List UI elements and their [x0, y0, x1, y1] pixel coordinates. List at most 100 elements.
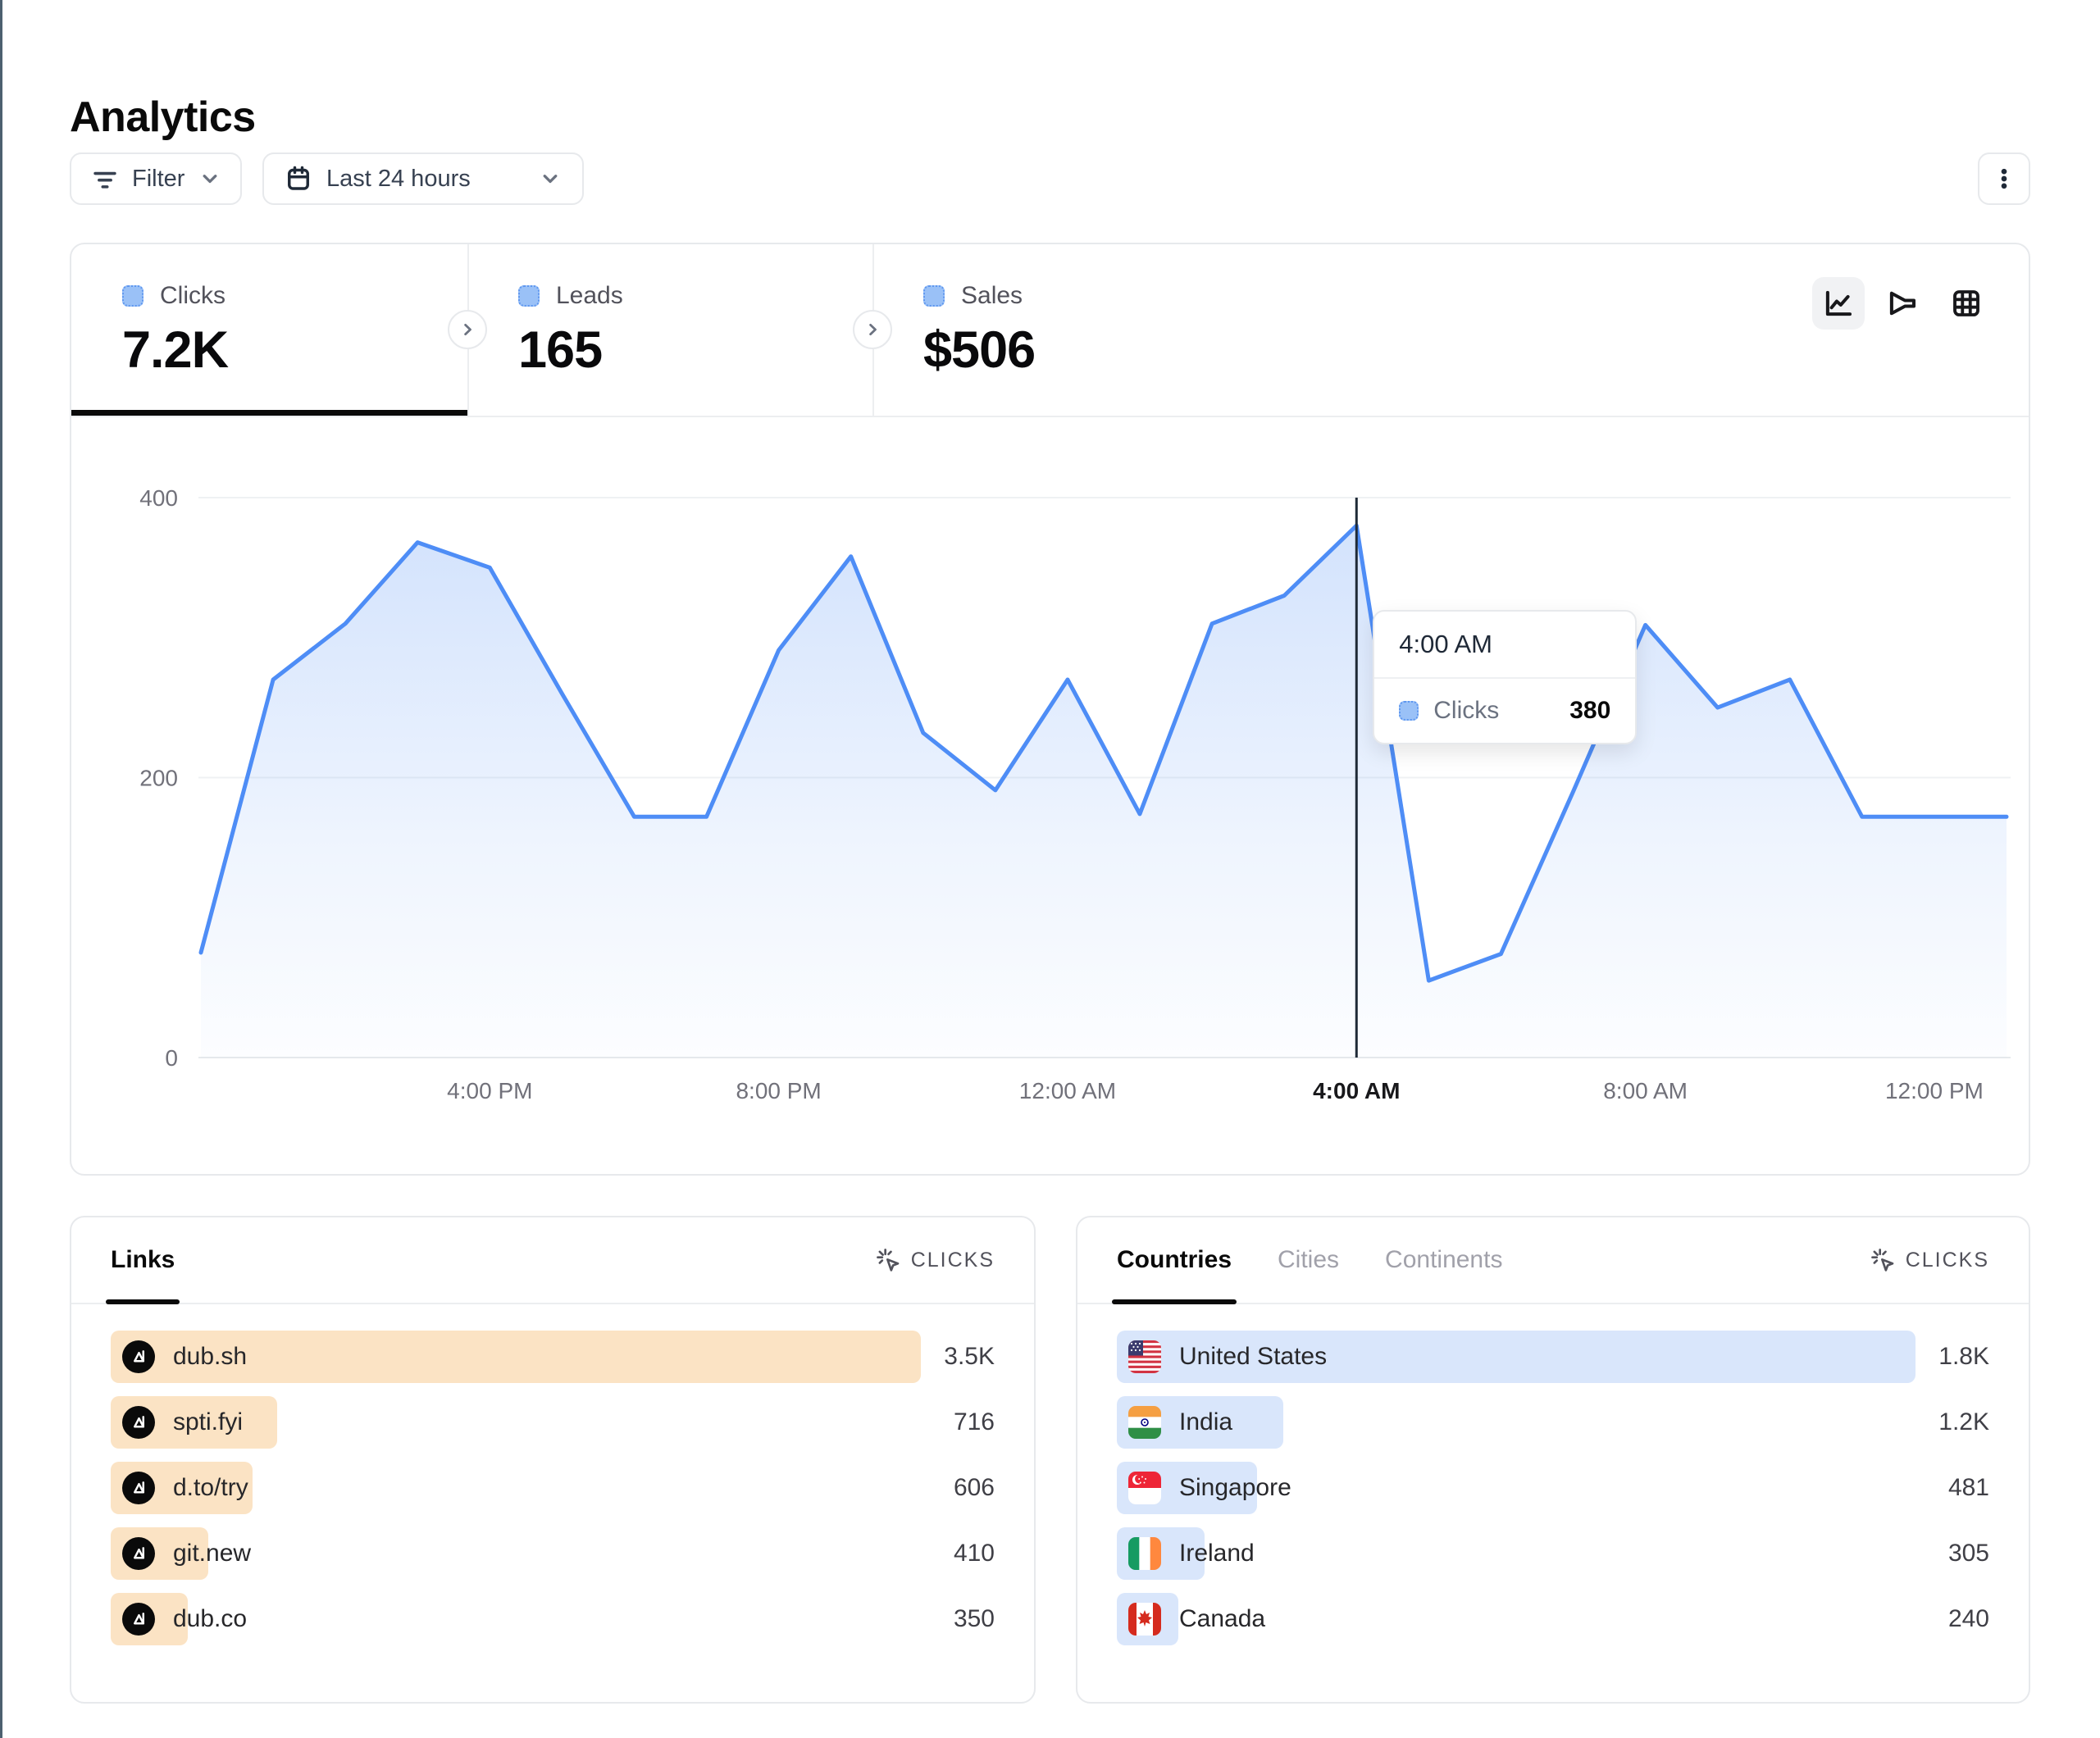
row-label: dub.sh — [173, 1343, 248, 1370]
link-row[interactable]: dub.sh 3.5K — [111, 1331, 995, 1383]
tab-countries[interactable]: Countries — [1111, 1217, 1237, 1304]
country-row[interactable]: Ireland 305 — [1117, 1527, 1989, 1580]
legend-square-icon — [923, 285, 945, 307]
row-label: Canada — [1179, 1605, 1266, 1632]
dub-logo-icon — [122, 1472, 155, 1504]
clicks-legend-swatch — [1399, 701, 1419, 721]
row-label: Singapore — [1179, 1474, 1291, 1501]
row-value: 410 — [953, 1540, 995, 1567]
active-tab-underline — [71, 410, 467, 416]
x-axis-tick: 4:00 AM — [1313, 1078, 1400, 1103]
countries-list: United States 1.8K India 1.2K Singapore 481 Ir… — [1077, 1304, 2029, 1645]
stat-tab-clicks[interactable]: Clicks 7.2K — [71, 244, 467, 416]
stat-tabs-row: Clicks 7.2K Leads 165 Sales $506 — [71, 244, 2029, 417]
link-row[interactable]: dub.co 350 — [111, 1593, 995, 1645]
chevron-right-icon — [861, 318, 884, 341]
cursor-click-icon — [1870, 1247, 1896, 1273]
row-content: dub.co — [111, 1603, 247, 1636]
stat-tab-leads[interactable]: Leads 165 — [467, 244, 872, 414]
ca-flag-icon — [1128, 1603, 1161, 1636]
y-axis-tick: 200 — [139, 766, 178, 791]
country-row[interactable]: Canada 240 — [1117, 1593, 1989, 1645]
funnel-view-button[interactable] — [1876, 277, 1929, 330]
y-axis-tick: 400 — [139, 485, 178, 511]
row-content: Ireland — [1117, 1537, 1255, 1570]
links-list: dub.sh 3.5K spti.fyi 716 d.to/try 606 git.new 4… — [71, 1304, 1034, 1645]
tab-label: Cities — [1278, 1246, 1340, 1273]
row-value: 240 — [1947, 1605, 1989, 1632]
link-row[interactable]: git.new 410 — [111, 1527, 995, 1580]
value-bar — [111, 1331, 921, 1383]
table-view-button[interactable] — [1940, 277, 1993, 330]
tooltip-series-label: Clicks — [1433, 697, 1500, 724]
tab-label: Continents — [1385, 1246, 1503, 1273]
more-options-button[interactable] — [1978, 152, 2030, 205]
ie-flag-icon — [1128, 1537, 1161, 1570]
links-panel-header: Links CLICKS — [71, 1217, 1034, 1304]
row-value: 716 — [953, 1408, 995, 1435]
country-row[interactable]: United States 1.8K — [1117, 1331, 1989, 1383]
row-value: 606 — [953, 1474, 995, 1501]
countries-metric[interactable]: CLICKS — [1870, 1217, 1989, 1303]
row-label: git.new — [173, 1540, 252, 1567]
y-axis-tick: 0 — [165, 1045, 178, 1071]
tooltip-time: 4:00 AM — [1374, 612, 1636, 679]
tab-label: Countries — [1117, 1246, 1232, 1273]
tab-cities[interactable]: Cities — [1278, 1217, 1339, 1303]
stat-label: Sales — [961, 282, 1023, 309]
row-label: Ireland — [1179, 1540, 1255, 1567]
tab-links[interactable]: Links — [105, 1217, 180, 1304]
dub-logo-icon — [122, 1340, 155, 1373]
chart-tooltip: 4:00 AM Clicks 380 — [1373, 610, 1638, 744]
expand-stat-button[interactable] — [853, 310, 892, 349]
chart-view-switcher — [1812, 277, 1993, 330]
analytics-chart-card: Clicks 7.2K Leads 165 Sales $506 — [70, 243, 2030, 1176]
date-range-label: Last 24 hours — [326, 165, 471, 192]
date-range-button[interactable]: Last 24 hours — [262, 152, 584, 205]
row-label: India — [1179, 1408, 1233, 1435]
clicks-line — [198, 523, 2009, 983]
row-value: 3.5K — [944, 1343, 995, 1370]
row-content: spti.fyi — [111, 1406, 243, 1439]
window-edge — [0, 0, 2, 1738]
cursor-click-icon — [875, 1247, 901, 1273]
row-label: dub.co — [173, 1605, 248, 1632]
tooltip-value: 380 — [1569, 697, 1611, 724]
stat-value: 165 — [518, 321, 603, 379]
row-value: 481 — [1947, 1474, 1989, 1501]
page-title: Analytics — [70, 93, 256, 141]
table-grid-icon — [1949, 286, 1984, 321]
country-row[interactable]: India 1.2K — [1117, 1396, 1989, 1449]
filter-icon — [91, 165, 119, 193]
clicks-chart[interactable]: 0 200 400 4:00 PM 8:00 PM 12:00 AM 4:00 AM 8:00… — [88, 461, 2015, 1149]
dub-logo-icon — [122, 1603, 155, 1636]
x-axis-tick: 4:00 PM — [447, 1078, 532, 1103]
links-metric[interactable]: CLICKS — [875, 1217, 995, 1303]
x-axis-tick: 12:00 AM — [1019, 1078, 1116, 1103]
row-content: git.new — [111, 1537, 251, 1570]
value-bar — [1117, 1331, 1916, 1383]
country-row[interactable]: Singapore 481 — [1117, 1462, 1989, 1514]
countries-panel-header: Countries Cities Continents CLICKS — [1077, 1217, 2029, 1304]
link-row[interactable]: spti.fyi 716 — [111, 1396, 995, 1449]
filter-button[interactable]: Filter — [70, 152, 242, 205]
row-value: 350 — [953, 1605, 995, 1632]
x-axis-tick: 8:00 AM — [1603, 1078, 1688, 1103]
tab-continents[interactable]: Continents — [1385, 1217, 1502, 1303]
link-row[interactable]: d.to/try 606 — [111, 1462, 995, 1514]
chevron-down-icon — [538, 166, 563, 191]
row-content: Singapore — [1117, 1472, 1291, 1504]
expand-stat-button[interactable] — [448, 310, 487, 349]
stat-tab-sales[interactable]: Sales $506 — [872, 244, 1278, 414]
chevron-down-icon — [198, 166, 222, 191]
clicks-area-fill — [201, 525, 2007, 1058]
stat-value: $506 — [923, 321, 1036, 379]
row-label: United States — [1179, 1343, 1328, 1370]
links-panel: Links CLICKS dub.sh 3.5K spti.fyi 716 d.to/t… — [70, 1216, 1036, 1704]
line-chart-view-button[interactable] — [1812, 277, 1865, 330]
row-label: spti.fyi — [173, 1408, 244, 1435]
row-label: d.to/try — [173, 1474, 248, 1501]
stat-label: Clicks — [160, 282, 225, 309]
row-content: dub.sh — [111, 1340, 247, 1373]
